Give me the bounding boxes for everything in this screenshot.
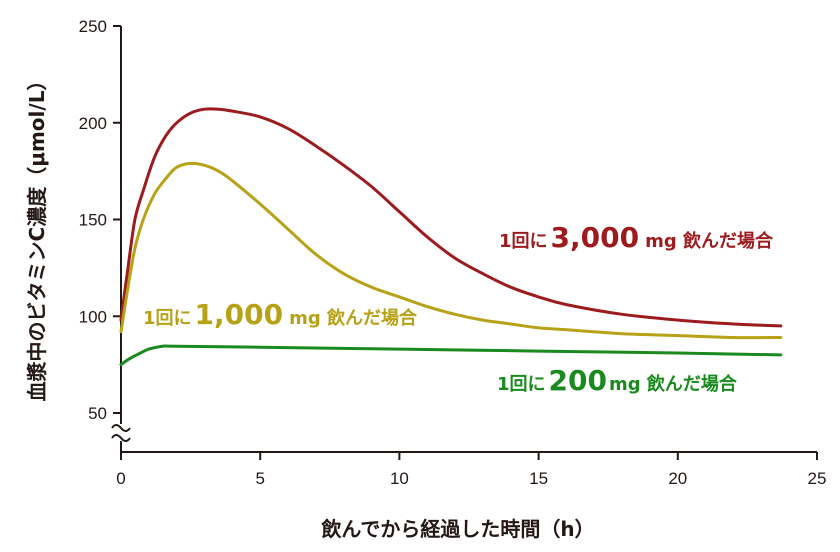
y-tick-label: 150 (79, 211, 107, 230)
y-ticks: 50 100 150 200 250 (79, 17, 121, 423)
x-axis-title: 飲んでから経過した時間（h） (320, 517, 594, 541)
series-label-3000: 1回に 3,000 mg 飲んだ場合 (499, 221, 774, 254)
x-ticks: 0 5 10 15 20 25 (116, 452, 826, 488)
x-tick-label: 15 (529, 469, 548, 488)
x-tick-label: 5 (255, 469, 264, 488)
y-tick-label: 100 (79, 307, 107, 326)
series-line-1000 (119, 161, 783, 340)
y-tick-label: 250 (79, 17, 107, 36)
series-label-1000: 1回に 1,000 mg 飲んだ場合 (143, 298, 418, 331)
series-line-3000 (119, 107, 783, 328)
x-tick-label: 20 (668, 469, 687, 488)
x-tick-label: 25 (808, 469, 827, 488)
series-line-200 (119, 344, 783, 367)
y-axis-title: 血漿中のビタミンC濃度（μmol/L） (25, 71, 49, 402)
axes (120, 26, 817, 453)
x-tick-label: 10 (390, 469, 409, 488)
y-tick-label: 50 (88, 404, 107, 423)
series-label-200: 1回に 200 mg 飲んだ場合 (497, 364, 738, 397)
y-tick-label: 200 (79, 114, 107, 133)
series-lines (119, 107, 783, 367)
x-tick-label: 0 (116, 469, 125, 488)
axis-break-icon (111, 424, 131, 442)
